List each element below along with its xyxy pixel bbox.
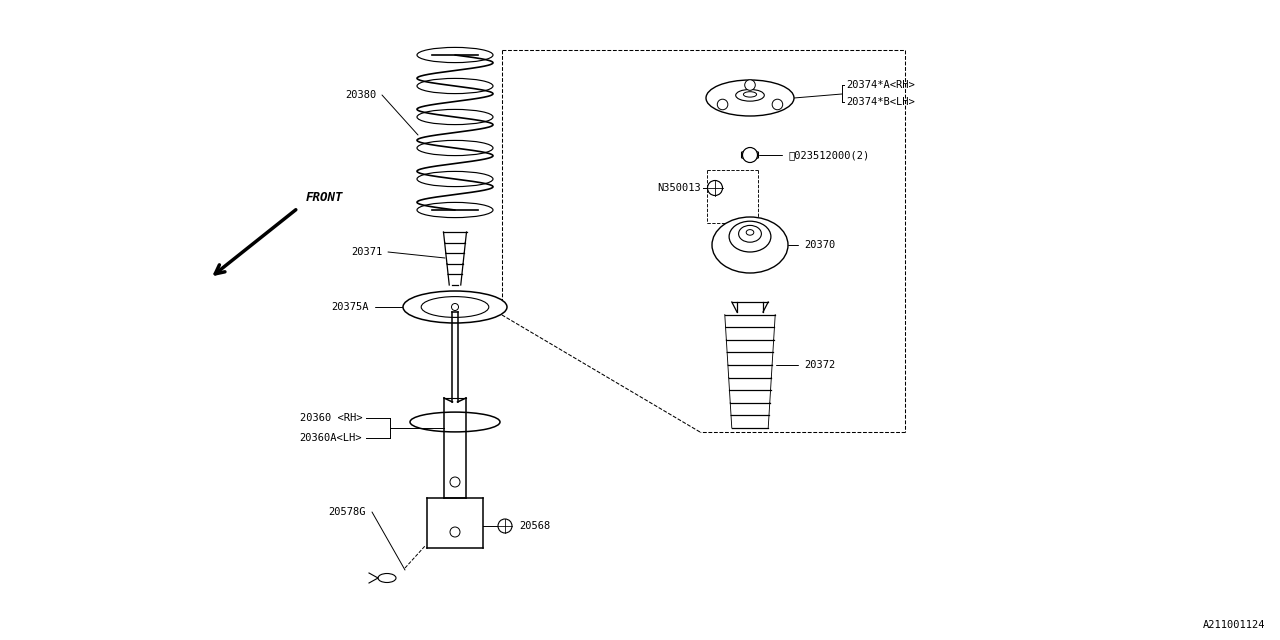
Ellipse shape xyxy=(410,412,500,432)
Text: FRONT: FRONT xyxy=(306,191,343,204)
Text: 20374*B<LH>: 20374*B<LH> xyxy=(846,97,915,107)
Circle shape xyxy=(451,477,460,487)
Circle shape xyxy=(772,99,782,110)
Ellipse shape xyxy=(746,230,754,235)
Ellipse shape xyxy=(707,80,794,116)
Text: 20380: 20380 xyxy=(344,90,376,100)
Ellipse shape xyxy=(417,140,493,156)
Circle shape xyxy=(452,303,458,310)
Text: 20360 <RH>: 20360 <RH> xyxy=(300,413,362,423)
Text: Ⓝ023512000(2): Ⓝ023512000(2) xyxy=(788,150,869,160)
Ellipse shape xyxy=(417,109,493,125)
Ellipse shape xyxy=(417,78,493,93)
Ellipse shape xyxy=(744,92,756,97)
Ellipse shape xyxy=(739,225,762,242)
Circle shape xyxy=(708,180,722,195)
Text: 20374*A<RH>: 20374*A<RH> xyxy=(846,80,915,90)
Text: 20370: 20370 xyxy=(804,240,836,250)
Ellipse shape xyxy=(403,291,507,323)
Circle shape xyxy=(745,80,755,90)
Ellipse shape xyxy=(417,172,493,187)
Circle shape xyxy=(717,99,728,110)
Circle shape xyxy=(742,147,758,163)
Text: 20371: 20371 xyxy=(351,247,381,257)
Ellipse shape xyxy=(736,90,764,101)
Text: 20375A: 20375A xyxy=(332,302,369,312)
Text: N350013: N350013 xyxy=(657,183,701,193)
Ellipse shape xyxy=(417,202,493,218)
Circle shape xyxy=(498,519,512,533)
Ellipse shape xyxy=(421,296,489,317)
Ellipse shape xyxy=(378,573,396,582)
Text: A211001124: A211001124 xyxy=(1202,620,1265,630)
Text: 20372: 20372 xyxy=(804,360,836,370)
Ellipse shape xyxy=(730,221,771,252)
Text: 20578G: 20578G xyxy=(329,507,366,517)
Text: 20568: 20568 xyxy=(518,521,550,531)
Circle shape xyxy=(451,527,460,537)
Text: 20360A<LH>: 20360A<LH> xyxy=(300,433,362,443)
Ellipse shape xyxy=(712,217,788,273)
Ellipse shape xyxy=(417,47,493,63)
